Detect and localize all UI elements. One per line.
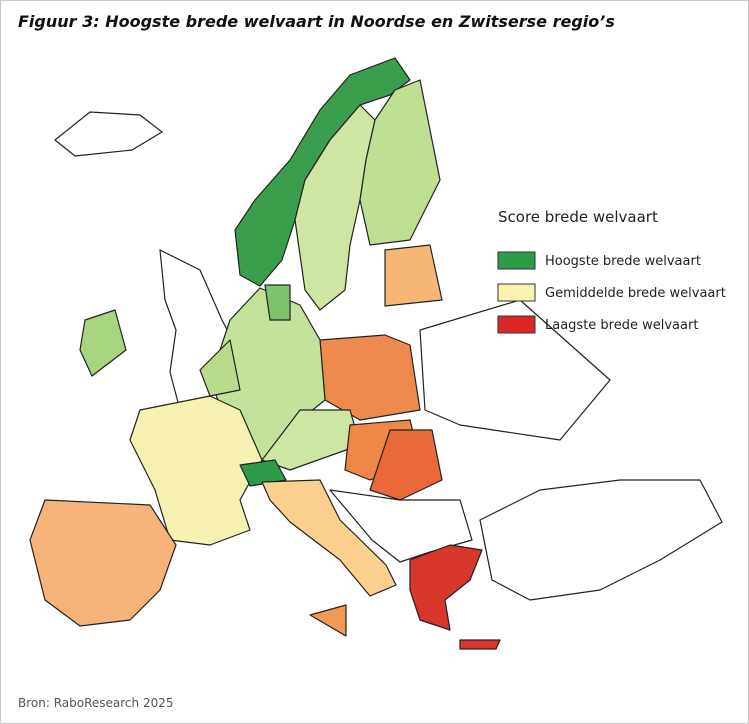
source: Bron: RaboResearch 2025	[18, 696, 174, 710]
finland	[359, 79, 441, 246]
greece	[409, 544, 483, 631]
legend-label: Hoogste brede welvaart	[545, 254, 701, 269]
turkey	[479, 479, 723, 601]
denmark	[264, 284, 291, 321]
sicily	[309, 604, 347, 637]
legend-swatch	[497, 283, 536, 302]
map	[29, 57, 723, 650]
title: Figuur 3: Hoogste brede welvaart in Noor…	[18, 12, 615, 31]
legend-label: Gemiddelde brede welvaart	[545, 286, 726, 301]
legend: Hoogste brede welvaart Gemiddelde brede w…	[497, 251, 726, 334]
switzerland	[239, 459, 287, 487]
legend-swatch	[497, 251, 536, 270]
legend-title: Score brede welvaart	[498, 208, 658, 226]
austria-czechia	[261, 409, 361, 471]
iceland	[54, 111, 163, 157]
italy	[261, 479, 397, 597]
crete	[459, 639, 501, 650]
baltics	[384, 244, 443, 307]
legend-label: Laagste brede welvaart	[545, 318, 698, 333]
legend-swatch	[497, 315, 536, 334]
ireland	[79, 309, 127, 377]
romania	[369, 429, 443, 501]
iberia	[29, 499, 177, 627]
france	[129, 395, 263, 546]
benelux	[199, 339, 241, 397]
